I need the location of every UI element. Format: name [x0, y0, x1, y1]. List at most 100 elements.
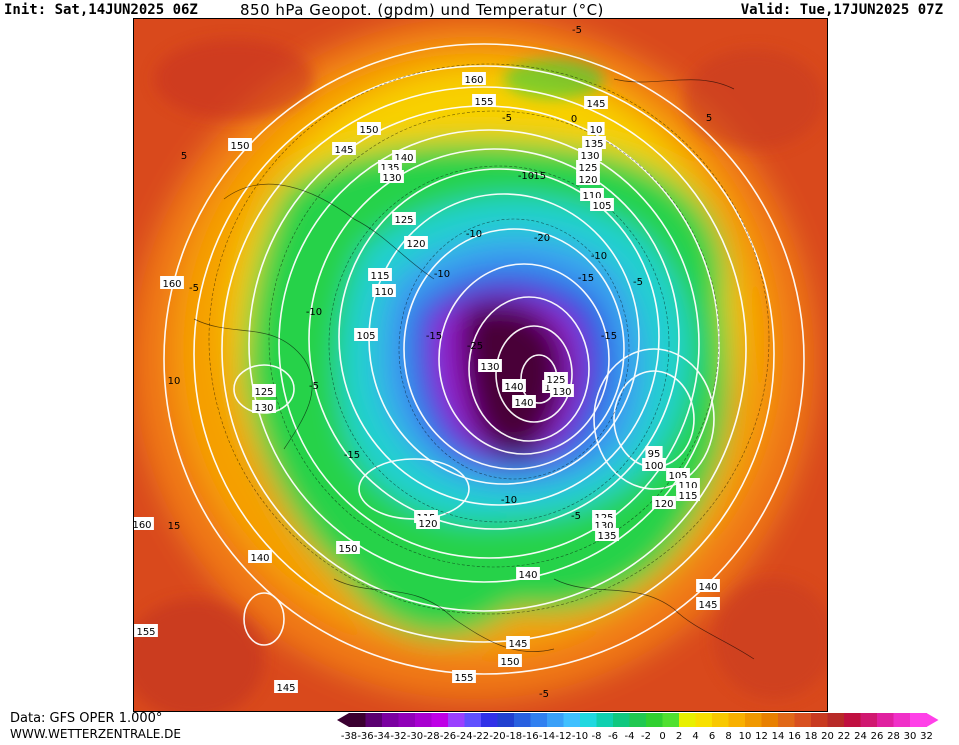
legend-tick-label: -28 [423, 731, 439, 741]
temp-label: -5 [571, 511, 581, 522]
svg-text:150: 150 [338, 544, 357, 555]
legend-color-box [349, 713, 366, 727]
svg-text:105: 105 [356, 331, 375, 342]
legend-tick-label: -32 [390, 731, 406, 741]
legend-tick-label: -24 [456, 731, 472, 741]
gph-label: 150 [498, 654, 522, 668]
geopotential-contours [163, 43, 805, 675]
svg-text:160: 160 [134, 520, 152, 531]
svg-text:105: 105 [668, 471, 687, 482]
gph-label: 10 [587, 122, 605, 136]
gph-label: 145 [274, 680, 298, 694]
gph-label: 110 [676, 478, 700, 492]
legend-color-box [530, 713, 548, 727]
legend-color-box [563, 713, 581, 727]
svg-text:140: 140 [504, 382, 523, 393]
land-patches [134, 39, 827, 711]
gph-label: 145 [584, 96, 608, 110]
legend-tick-label: 26 [871, 731, 884, 741]
svg-text:115: 115 [370, 271, 389, 282]
svg-text:125: 125 [546, 375, 565, 386]
svg-text:145: 145 [276, 683, 295, 694]
gph-label: 120 [576, 172, 600, 186]
gph-label: 135 [595, 528, 619, 542]
legend-color-box [728, 713, 746, 727]
gph-label: 130 [380, 170, 404, 184]
legend-tick-label: -30 [407, 731, 423, 741]
gph-label: 140 [516, 567, 540, 581]
legend-tick-label: 6 [709, 731, 715, 741]
legend-tick-label: 32 [920, 731, 933, 741]
gph-label: 130 [592, 518, 616, 532]
svg-text:140: 140 [698, 582, 717, 593]
gph-label: 120 [416, 516, 440, 530]
gph-label: 145 [696, 597, 720, 611]
gph-label: 140 [392, 150, 416, 164]
svg-text:130: 130 [382, 173, 401, 184]
gph-label: 145 [332, 142, 356, 156]
gph-label: 135 [378, 160, 402, 174]
temp-label: -15 [530, 171, 546, 182]
legend-tick-label: 16 [788, 731, 801, 741]
legend-color-box [547, 713, 564, 727]
gph-label: 120 [652, 496, 676, 510]
svg-text:120: 120 [654, 499, 673, 510]
svg-text:135: 135 [380, 163, 399, 174]
legend-tick-label: -38 [341, 731, 357, 741]
temp-label: -10 [501, 495, 517, 506]
gph-label: 105 [354, 328, 378, 342]
legend-color-box [481, 713, 498, 727]
temperature-contours [208, 63, 770, 615]
gph-label: 125 [544, 372, 568, 386]
temp-label: 5 [706, 113, 712, 124]
gph-label: 155 [134, 624, 158, 638]
gph-label: 160 [134, 517, 154, 531]
gph-label: 150 [357, 122, 381, 136]
gph-label: 140 [502, 379, 526, 393]
legend-tick-label: -4 [625, 731, 635, 741]
map-title: 850 hPa Geopot. (gpdm) und Temperatur (°… [240, 1, 604, 19]
legend-tick-label: 22 [838, 731, 851, 741]
legend-tick-label: 18 [805, 731, 818, 741]
svg-text:120: 120 [418, 519, 437, 530]
gph-label: 125 [392, 212, 416, 226]
weather-map: 160 155 150 145 10 135 130 125 120 110 105 150 145 14… [133, 18, 828, 712]
gph-label: 110 [372, 284, 396, 298]
svg-text:135: 135 [584, 139, 603, 150]
svg-text:110: 110 [374, 287, 393, 298]
legend-color-box [761, 713, 779, 727]
svg-text:130: 130 [552, 387, 571, 398]
legend-tick-label: 30 [904, 731, 917, 741]
legend-color-box [811, 713, 828, 727]
legend-tick-label: -34 [374, 731, 390, 741]
init-time: Init: Sat,14JUN2025 06Z [4, 2, 198, 18]
svg-text:130: 130 [594, 521, 613, 532]
temp-label: -15 [344, 450, 360, 461]
legend-color-box [745, 713, 762, 727]
legend-tick-label: -36 [357, 731, 373, 741]
svg-text:160: 160 [464, 75, 483, 86]
svg-text:125: 125 [254, 387, 273, 398]
temp-label: -5 [309, 381, 319, 392]
gph-label: 140 [512, 395, 536, 409]
svg-text:130: 130 [480, 362, 499, 373]
gph-label: 160 [462, 72, 486, 86]
legend-tick-label: -26 [440, 731, 456, 741]
svg-text:140: 140 [250, 553, 269, 564]
legend-color-box [464, 713, 482, 727]
svg-text:145: 145 [508, 639, 527, 650]
svg-text:140: 140 [394, 153, 413, 164]
legend-color-box [860, 713, 878, 727]
temp-label: -15 [426, 331, 442, 342]
svg-text:160: 160 [162, 279, 181, 290]
gph-label: 160 [160, 276, 184, 290]
legend-color-box [794, 713, 812, 727]
gph-label: 130 [550, 384, 574, 398]
temp-label: 15 [168, 521, 181, 532]
svg-text:130: 130 [254, 403, 273, 414]
temp-label: -15 [601, 331, 617, 342]
svg-text:150: 150 [359, 125, 378, 136]
svg-text:125: 125 [394, 215, 413, 226]
temp-label: 5 [181, 151, 187, 162]
svg-text:155: 155 [474, 97, 493, 108]
